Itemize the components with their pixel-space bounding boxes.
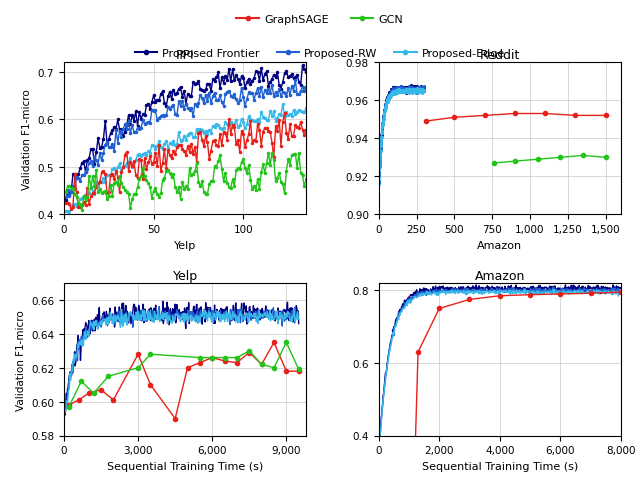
Title: PPI: PPI xyxy=(176,49,195,62)
X-axis label: Sequential Training Time (s): Sequential Training Time (s) xyxy=(107,461,263,471)
X-axis label: Amazon: Amazon xyxy=(477,240,522,250)
Legend: Proposed Frontier, Proposed-RW, Proposed-Edge: Proposed Frontier, Proposed-RW, Proposed… xyxy=(130,44,510,63)
Y-axis label: Validation F1-micro: Validation F1-micro xyxy=(22,89,32,189)
Title: Yelp: Yelp xyxy=(173,270,198,282)
Title: Reddit: Reddit xyxy=(479,49,520,62)
X-axis label: Sequential Training Time (s): Sequential Training Time (s) xyxy=(422,461,578,471)
Title: Amazon: Amazon xyxy=(475,270,525,282)
Legend: GraphSAGE, GCN: GraphSAGE, GCN xyxy=(232,10,408,29)
Y-axis label: Validation F1-micro: Validation F1-micro xyxy=(15,309,26,410)
X-axis label: Yelp: Yelp xyxy=(174,240,196,250)
